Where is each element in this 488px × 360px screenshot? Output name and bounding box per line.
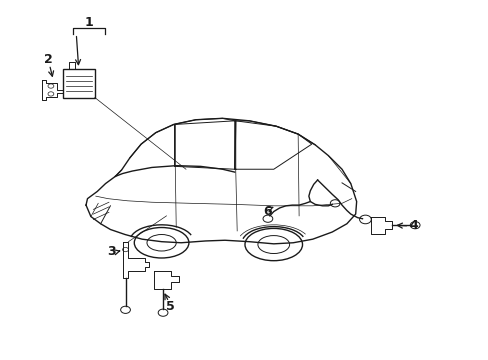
Text: 1: 1: [84, 17, 93, 30]
Text: 6: 6: [263, 205, 272, 218]
Text: 4: 4: [409, 219, 418, 233]
Text: 2: 2: [44, 53, 53, 66]
Text: 5: 5: [165, 300, 174, 313]
Text: 3: 3: [107, 245, 116, 258]
